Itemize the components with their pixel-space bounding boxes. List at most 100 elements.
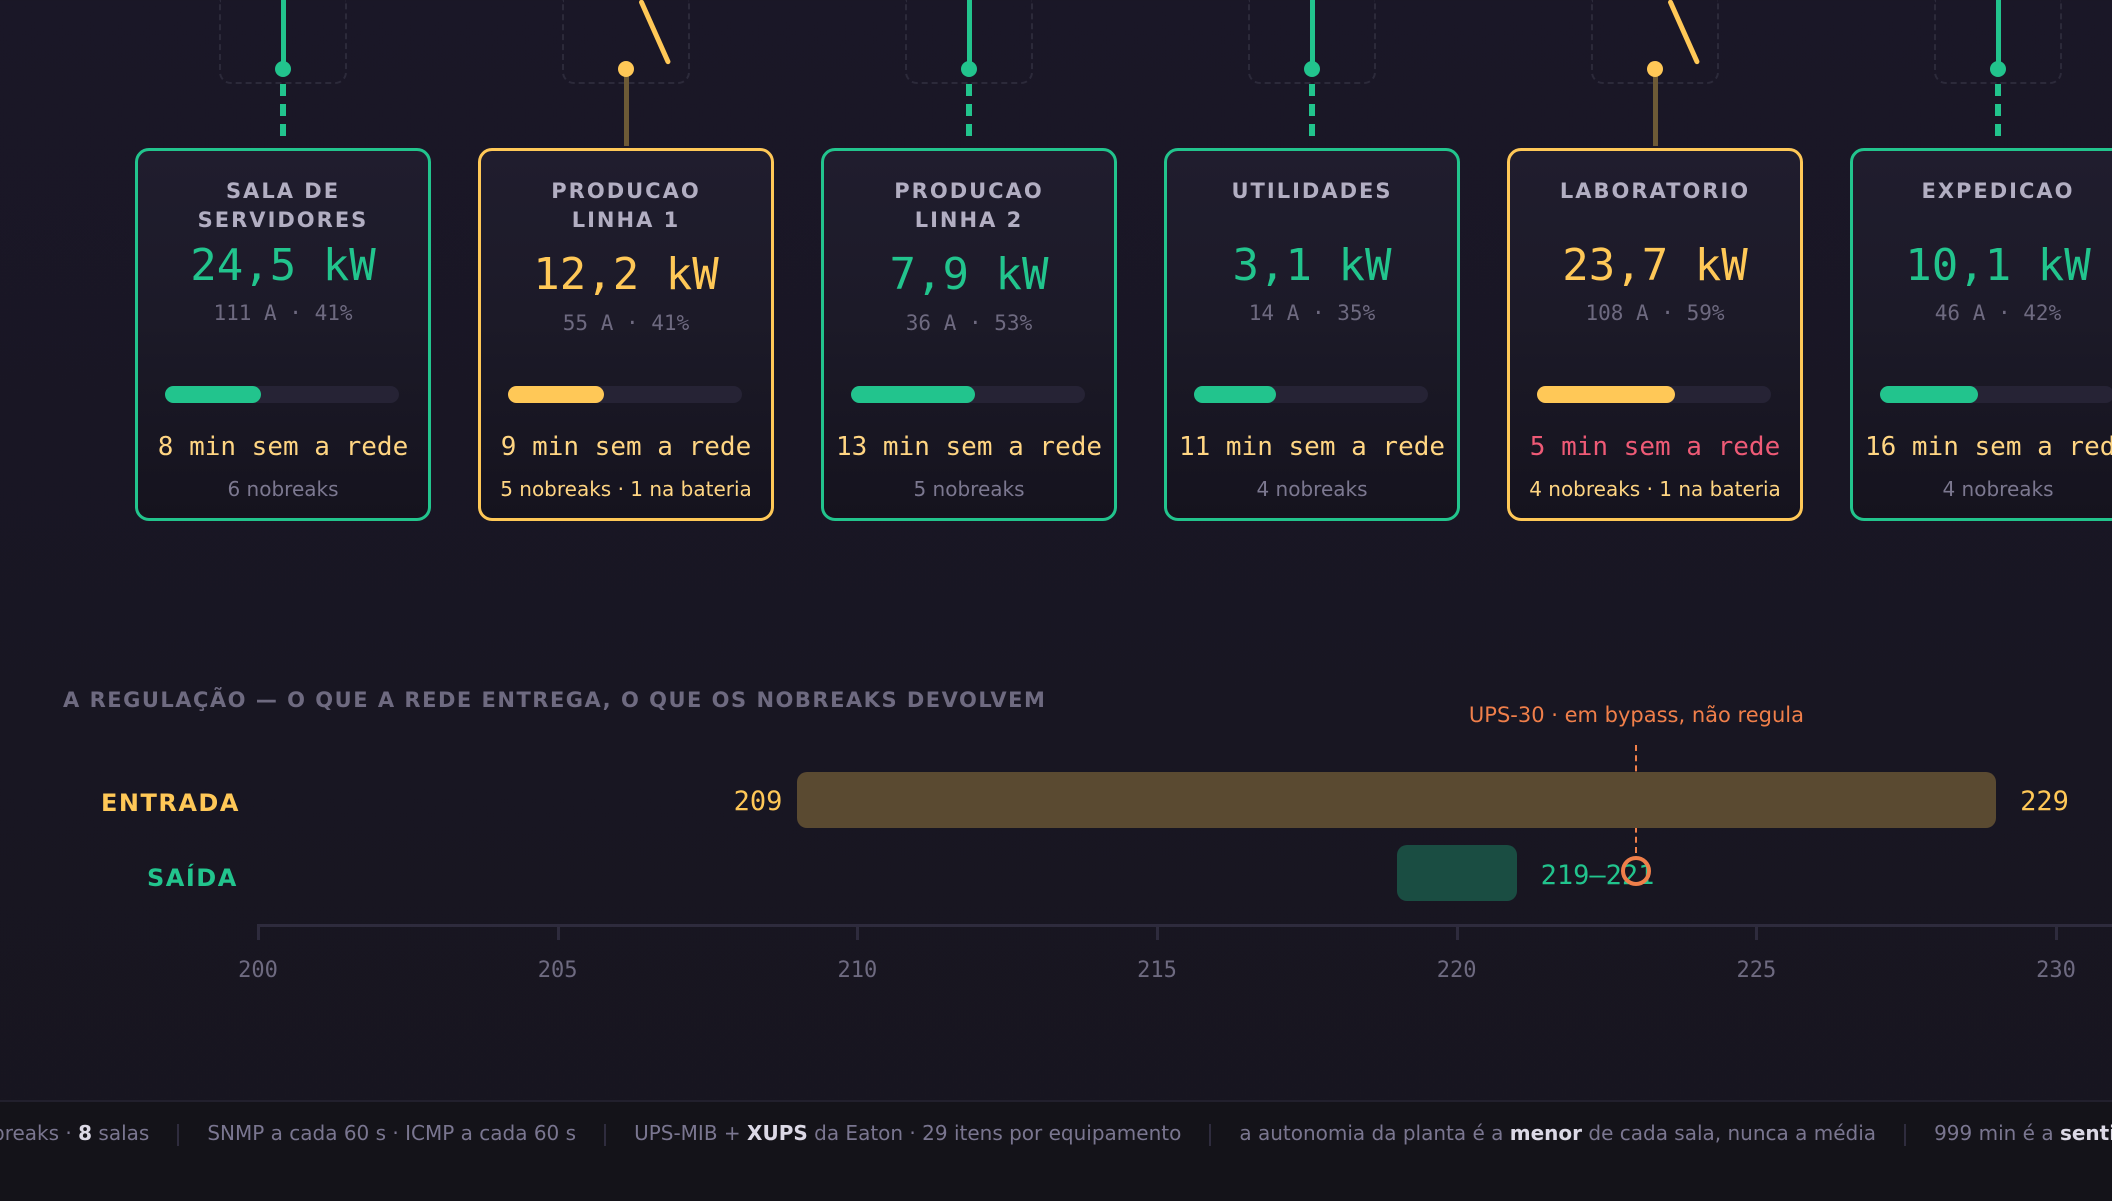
room-name-line-1: EXPEDICAO <box>1921 179 2075 203</box>
ticker-separator <box>177 1123 180 1146</box>
feeder-node <box>618 61 634 77</box>
room-current-load: 14 A · 35% <box>1248 301 1376 325</box>
ticker-item: breaks · 8 salas <box>0 1121 149 1145</box>
info-ticker: breaks · 8 salas SNMP a cada 60 s · ICMP … <box>0 1121 2112 1146</box>
feeder-line <box>281 0 286 68</box>
axis-tick-label: 225 <box>1736 958 1777 983</box>
ticker-text: breaks · <box>0 1121 79 1145</box>
ticker-emphasis: 8 <box>78 1121 93 1145</box>
axis-tick <box>556 924 560 940</box>
room-current-load: 46 A · 42% <box>1934 301 2062 325</box>
feeder-connection <box>1653 76 1658 146</box>
feeder-line <box>1310 0 1315 68</box>
output-row-label: SAÍDA <box>147 864 238 892</box>
load-bar <box>1194 386 1428 403</box>
output-range-band <box>1396 845 1517 901</box>
axis-tick-label: 210 <box>837 958 878 983</box>
ticker-text: SNMP a cada 60 s · ICMP a cada 60 s <box>207 1121 577 1145</box>
voltage-axis-line <box>257 924 2112 927</box>
ticker-separator <box>604 1123 607 1146</box>
room-name-line-1: PRODUCAO <box>894 179 1044 203</box>
ticker-emphasis: menor <box>1509 1121 1583 1145</box>
ticker-text: 999 min é a <box>1934 1121 2060 1145</box>
load-bar-fill <box>1537 386 1676 403</box>
room-current-load: 36 A · 53% <box>905 311 1033 335</box>
load-bar <box>1880 386 2112 403</box>
outlier-label: UPS-30 · em bypass, não regula <box>1468 703 1804 727</box>
room-ups-count: 5 nobreaks <box>913 477 1025 501</box>
room-ups-count: 4 nobreaks <box>1256 477 1368 501</box>
room-autonomy: 9 min sem a rede <box>500 432 752 462</box>
room-ups-count: 4 nobreaks <box>1942 477 2054 501</box>
room-power: 7,9 kW <box>889 249 1049 300</box>
load-bar <box>165 386 399 403</box>
room-power: 23,7 kW <box>1562 240 1748 291</box>
room-ups-count: 4 nobreaks · 1 na bateria <box>1529 477 1781 501</box>
room-name-line-2: LINHA 2 <box>914 208 1024 232</box>
feeder-node <box>1990 61 2006 77</box>
feeder-breaker-housing <box>219 0 347 84</box>
feeder-connection <box>966 84 972 136</box>
ticker-item: a autonomia da planta é a menor de cada … <box>1239 1121 1876 1145</box>
room-power: 3,1 kW <box>1232 240 1392 291</box>
room-ups-count: 6 nobreaks <box>227 477 339 501</box>
feeder-connection <box>1309 84 1315 136</box>
ticker-text: a autonomia da planta é a <box>1239 1121 1510 1145</box>
ticker-text: de cada sala, nunca a média <box>1582 1121 1877 1145</box>
room-name: PRODUCAO LINHA 1 <box>481 177 771 235</box>
room-ups-count: 5 nobreaks · 1 na bateria <box>500 477 752 501</box>
axis-tick <box>1156 924 1159 940</box>
room-card[interactable]: PRODUCAO LINHA 2 7,9 kW 36 A · 53% 13 min se… <box>821 148 1117 521</box>
room-current-load: 111 A · 41% <box>213 301 353 325</box>
input-row-label: ENTRADA <box>101 789 240 817</box>
room-name-line-1: LABORATORIO <box>1559 179 1751 203</box>
ticker-separator <box>1209 1123 1212 1146</box>
ticker-emphasis: XUPS <box>747 1121 808 1145</box>
feeder-connection <box>624 76 629 146</box>
input-min-value: 209 <box>733 786 783 817</box>
room-name: UTILIDADES <box>1167 177 1457 206</box>
feeder-node <box>961 61 977 77</box>
feeder-breaker-housing <box>905 0 1033 84</box>
load-bar <box>851 386 1085 403</box>
axis-tick <box>1755 924 1759 940</box>
axis-tick-label: 200 <box>238 958 278 983</box>
room-current-load: 108 A · 59% <box>1585 301 1725 325</box>
feeder-node <box>275 61 291 77</box>
feeder-node <box>1304 61 1320 77</box>
ticker-separator <box>1904 1123 1907 1146</box>
axis-tick <box>2055 924 2058 940</box>
ticker-item: SNMP a cada 60 s · ICMP a cada 60 s <box>207 1121 576 1145</box>
room-autonomy: 16 min sem a rede <box>1864 432 2112 462</box>
load-bar-fill <box>508 386 604 403</box>
ticker-text: salas <box>92 1121 150 1145</box>
room-card[interactable]: PRODUCAO LINHA 1 12,2 kW 55 A · 41% 9 min se… <box>478 148 774 521</box>
room-current-load: 55 A · 41% <box>562 311 690 335</box>
feeder-connection <box>1995 84 2001 136</box>
feeder-connection <box>280 84 286 136</box>
axis-tick-label: 205 <box>537 958 578 983</box>
ticker-item: UPS-MIB + XUPS da Eaton · 29 itens por e… <box>634 1121 1181 1145</box>
load-bar <box>1537 386 1771 403</box>
room-name: SALA DE SERVIDORES <box>138 177 428 235</box>
room-name-line-1: SALA DE SERVIDORES <box>197 179 369 232</box>
room-name: EXPEDICAO <box>1853 177 2112 206</box>
room-name: PRODUCAO LINHA 2 <box>824 177 1114 235</box>
feeder-node <box>1647 61 1663 77</box>
room-power: 12,2 kW <box>533 249 719 300</box>
room-card[interactable]: SALA DE SERVIDORES 24,5 kW 111 A · 41% 8 mi… <box>135 148 431 521</box>
outlier-marker <box>1621 856 1652 886</box>
room-card[interactable]: EXPEDICAO 10,1 kW 46 A · 42% 16 min sem a r… <box>1850 148 2112 521</box>
room-name-line-1: PRODUCAO <box>551 179 701 203</box>
room-name-line-1: UTILIDADES <box>1231 179 1393 203</box>
room-autonomy: 13 min sem a rede <box>835 432 1103 462</box>
feeder-line <box>967 0 972 68</box>
status-footer <box>0 1100 2112 1201</box>
ticker-item: 999 min é a sentinela d <box>1934 1121 2112 1145</box>
room-card[interactable]: LABORATORIO 23,7 kW 108 A · 59% 5 min sem a… <box>1507 148 1803 521</box>
load-bar-fill <box>1194 386 1276 403</box>
room-autonomy: 11 min sem a rede <box>1178 432 1446 462</box>
room-card[interactable]: UTILIDADES 3,1 kW 14 A · 35% 11 min sem a r… <box>1164 148 1460 521</box>
axis-tick <box>856 924 860 940</box>
room-power: 24,5 kW <box>190 240 376 291</box>
